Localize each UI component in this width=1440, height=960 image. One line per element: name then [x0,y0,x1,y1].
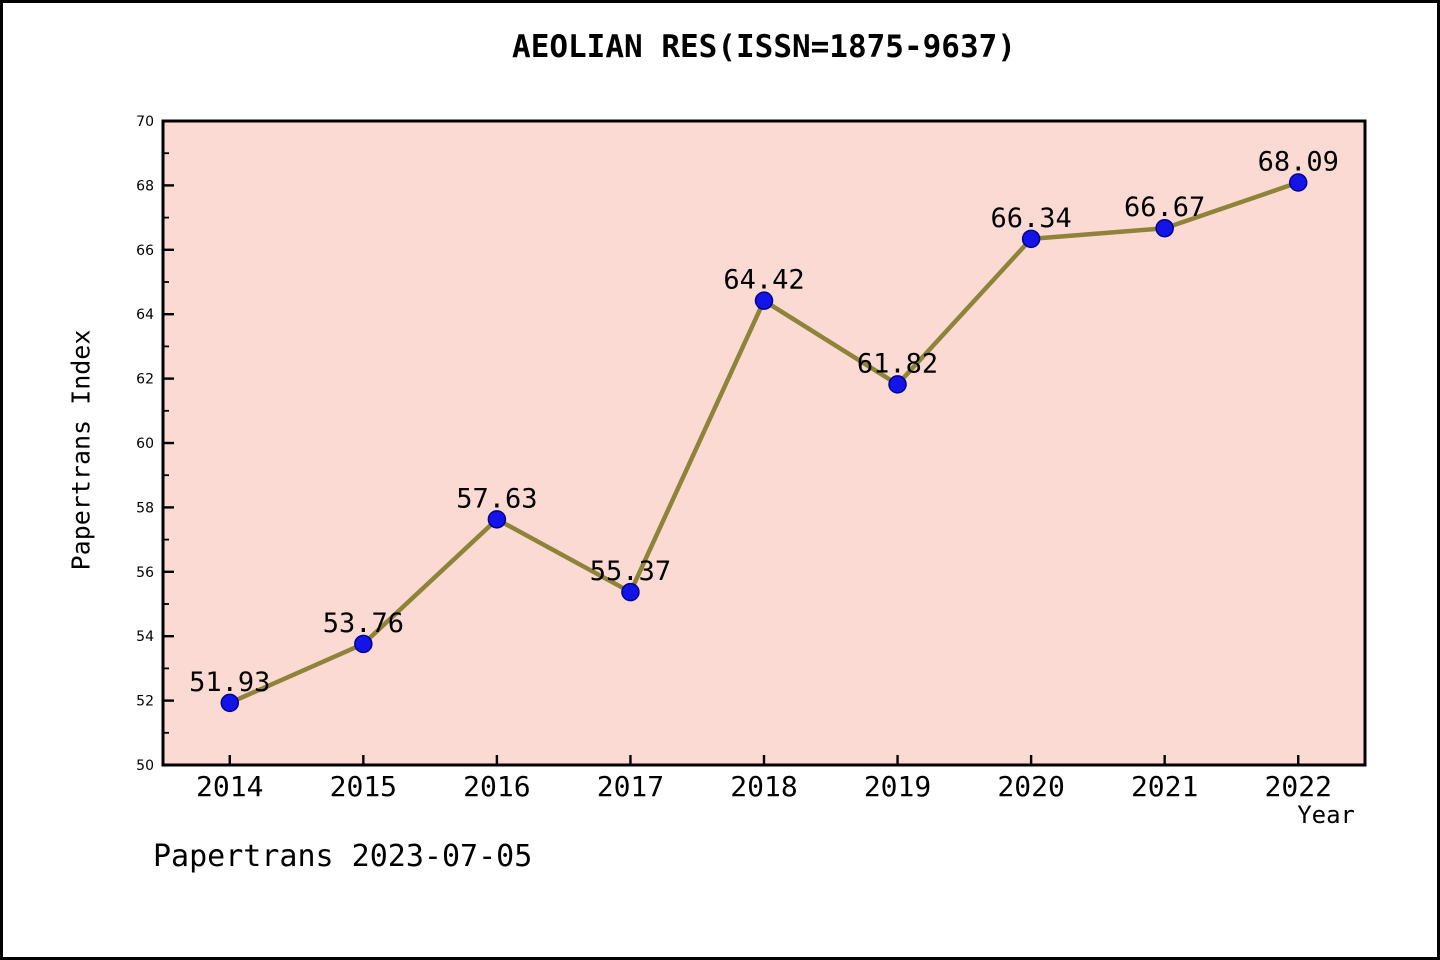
x-axis-title: Year [1297,801,1355,829]
x-tick-label: 2021 [1131,770,1198,803]
x-tick-label: 2018 [730,770,797,803]
data-series: 51.93 53.76 57.63 55.37 64.42 61.82 66.34 66.67… [189,147,1339,713]
point-value-label: 68.09 [1258,147,1339,178]
y-tick-label: 54 [136,629,154,645]
footer-watermark: Papertrans 2023-07-05 [153,839,533,874]
data-point-marker [1155,218,1174,238]
data-point-marker [1021,229,1041,249]
y-tick-label: 64 [136,307,154,323]
data-point-marker [754,291,774,310]
x-tick-label: 2019 [864,770,931,803]
point-value-label: 61.82 [857,348,938,379]
x-tick-label: 2014 [196,770,263,803]
x-tick-label: 2015 [330,770,397,803]
point-value-label: 57.63 [456,483,537,514]
axis-ticks: 50 52 54 56 58 60 62 64 66 68 70 2014 2015 2016 2017 20… [136,114,1332,803]
point-value-label: 55.37 [590,556,671,587]
y-tick-label: 52 [136,694,154,710]
point-value-label: 53.76 [323,608,404,639]
x-tick-label: 2017 [597,770,664,803]
x-tick-label: 2020 [997,770,1064,803]
data-point-marker [1288,173,1308,192]
point-value-label: 66.34 [990,203,1071,234]
chart-title: AEOLIAN RES(ISSN=1875-9637) [512,29,1016,65]
data-point-marker [354,634,373,654]
y-axis-title: Papertrans Index [66,329,96,571]
y-tick-label: 62 [136,372,154,388]
y-tick-label: 58 [136,500,154,516]
y-tick-label: 56 [136,565,154,581]
x-tick-label: 2016 [463,770,530,803]
data-point-marker [621,582,640,602]
y-tick-label: 70 [136,114,154,130]
y-tick-label: 60 [136,436,154,452]
point-value-label: 51.93 [189,667,270,698]
plot-border [161,119,1367,767]
data-point-marker [487,510,507,529]
point-value-label: 66.67 [1124,192,1205,223]
point-value-label: 64.42 [723,265,804,296]
data-point-marker [220,693,240,713]
data-point-marker [888,375,907,394]
x-tick-label: 2022 [1265,770,1332,803]
y-tick-label: 68 [136,178,154,194]
y-tick-label: 66 [136,243,154,259]
line-chart: 50 52 54 56 58 60 62 64 66 68 70 2014 2015 2016 2017 20… [136,114,1367,803]
plot-frame [161,119,1367,767]
y-tick-label: 50 [136,758,154,774]
